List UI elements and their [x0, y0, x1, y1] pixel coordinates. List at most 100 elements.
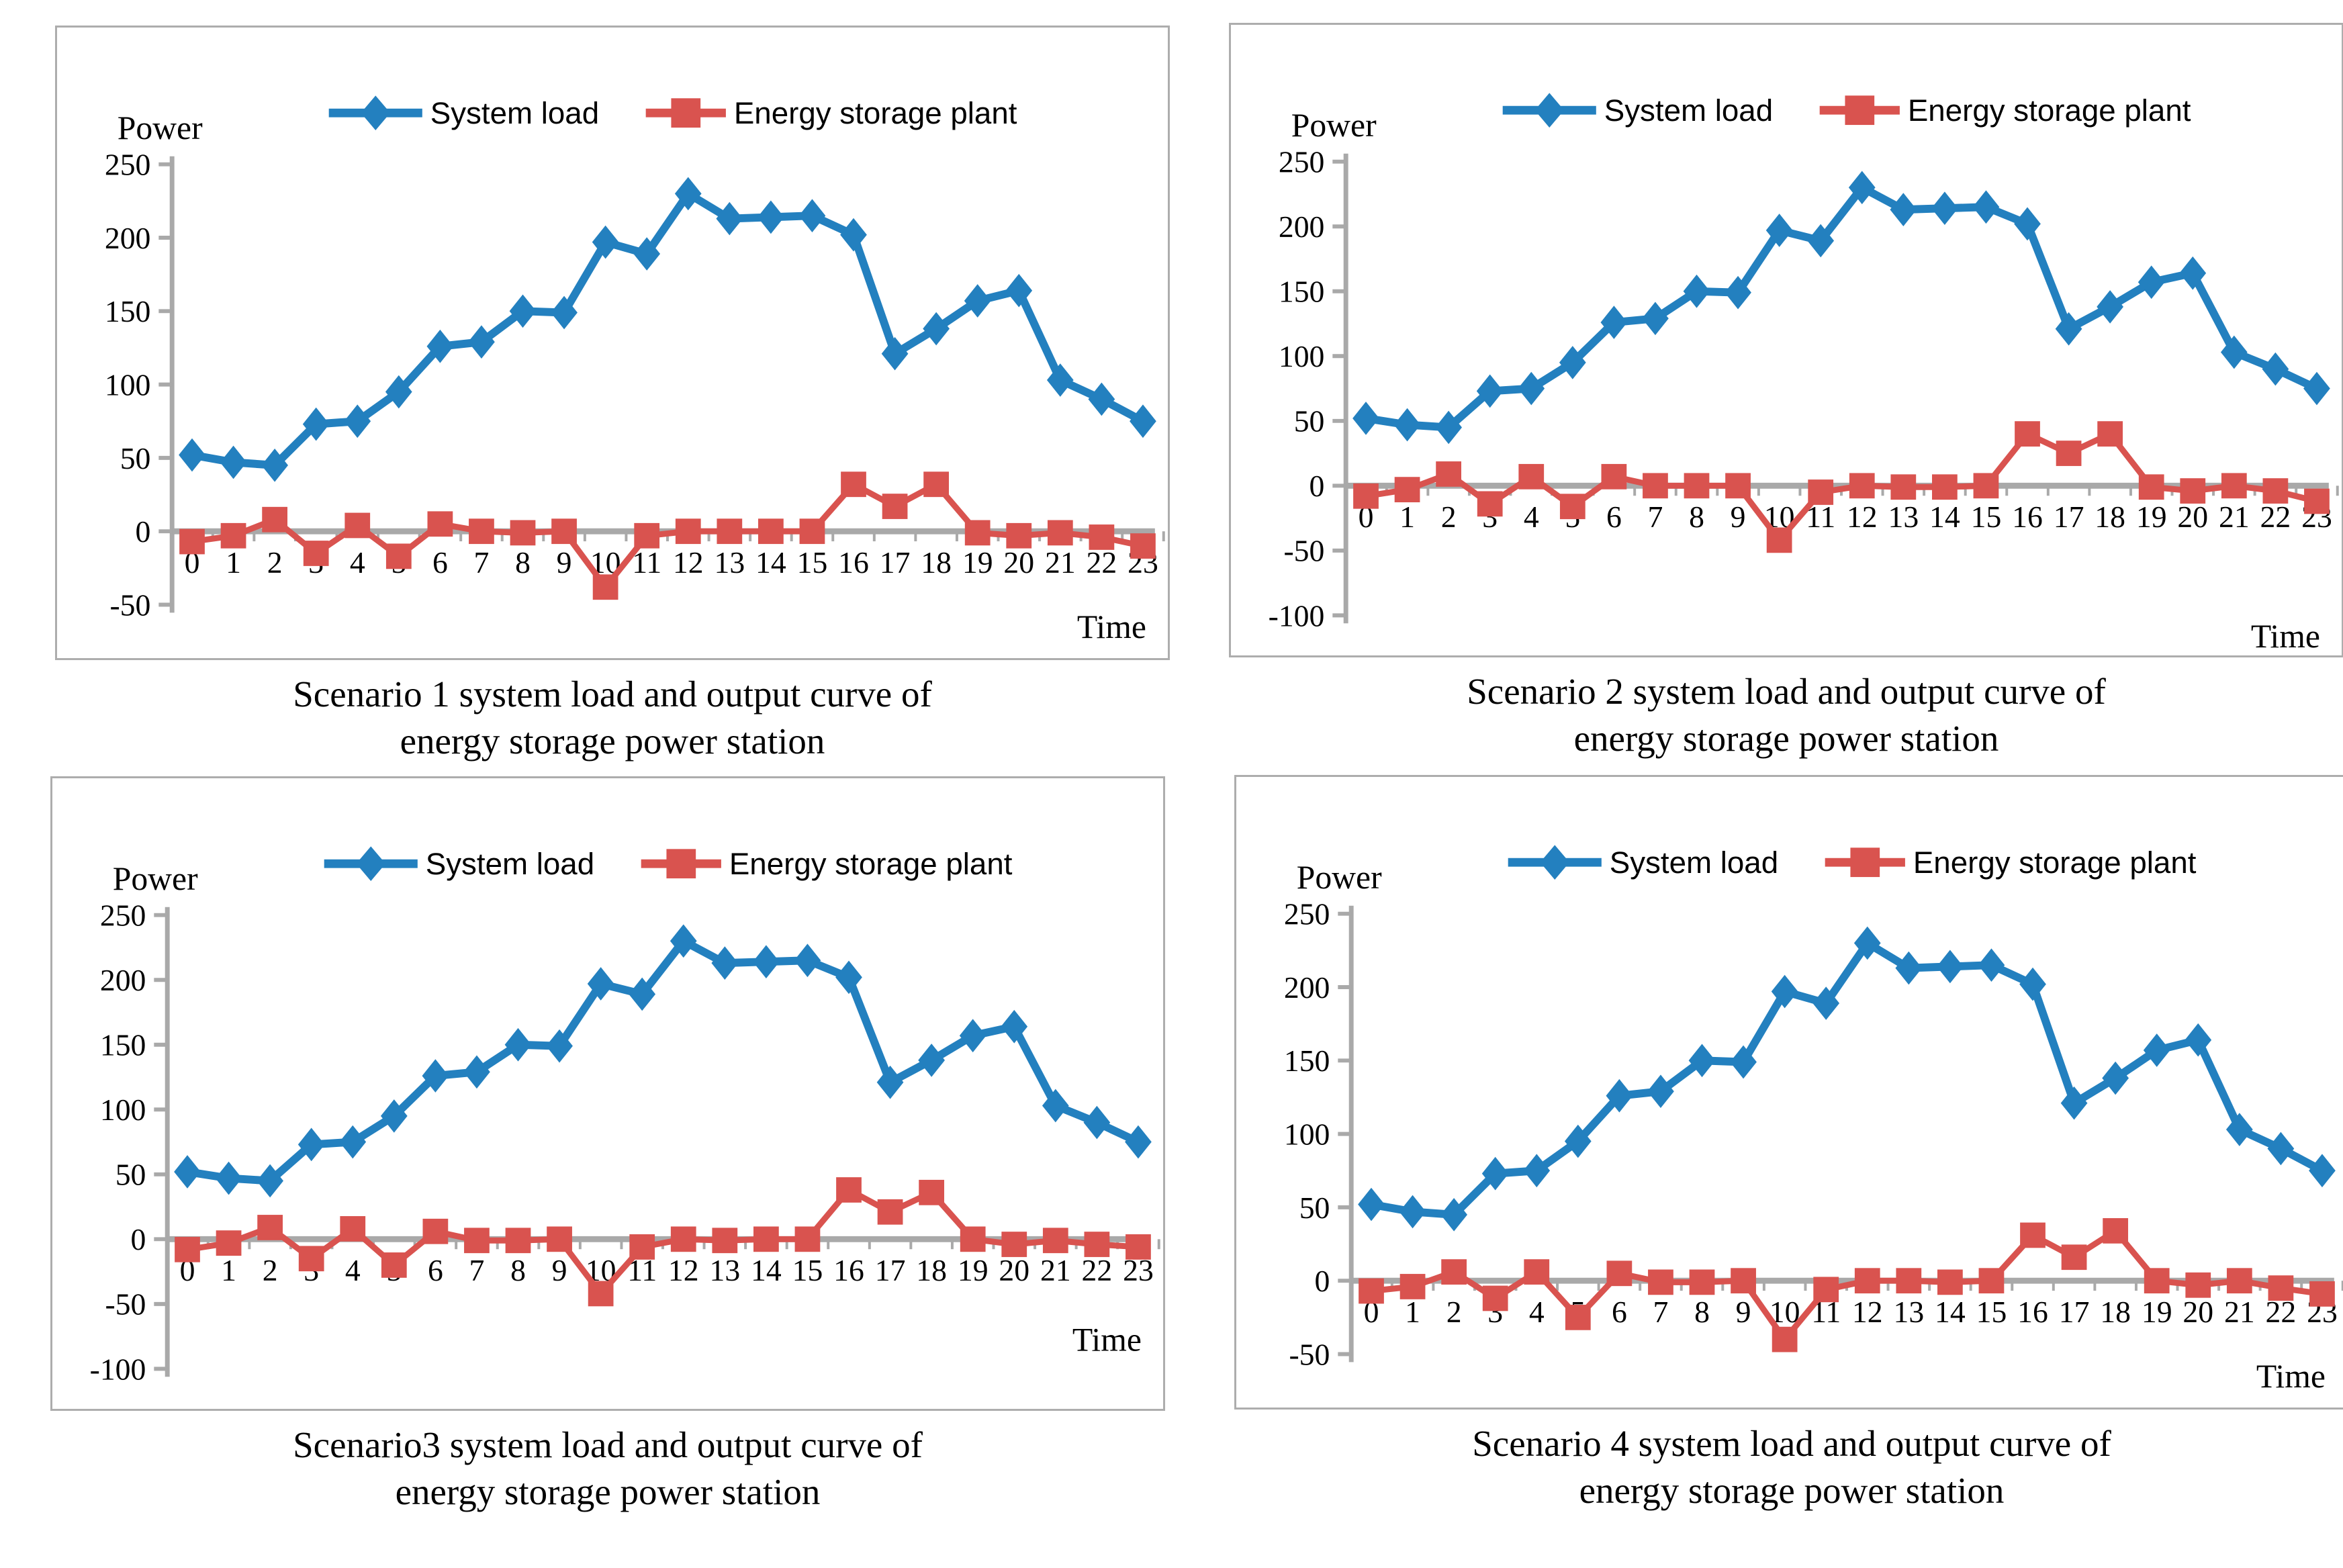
energy-storage-marker [427, 511, 453, 537]
energy-storage-marker [1854, 1268, 1880, 1294]
energy-storage-marker [2185, 1272, 2211, 1298]
system-load-marker [468, 325, 495, 359]
system-load-marker [1523, 1154, 1551, 1188]
energy-storage-marker [753, 1226, 779, 1252]
energy-storage-marker [712, 1228, 738, 1254]
x-tick-label: 7 [474, 545, 490, 580]
power-axis-title: Power [1297, 859, 1382, 896]
scenario-3-chart-card: 250200150100500-50-100012345678910111213… [50, 776, 1165, 1516]
legend-energy-storage-label: Energy storage plant [1908, 93, 2191, 128]
scenario-4-plot: 250200150100500-500123456789101112131415… [1284, 845, 2343, 1395]
energy-storage-marker [717, 518, 743, 545]
x-tick-label: 14 [751, 1253, 782, 1287]
y-tick-label: 250 [105, 148, 151, 182]
legend-system-load-label: System load [1604, 93, 1773, 128]
x-tick-label: 20 [2177, 500, 2208, 534]
energy-storage-marker [1643, 473, 1668, 499]
system-load-marker [380, 1099, 408, 1133]
x-tick-label: 2 [1446, 1295, 1462, 1329]
energy-storage-marker [175, 1236, 200, 1262]
scenario-4-caption: Scenario 4 system load and output curve … [1234, 1420, 2343, 1514]
system-load-marker [2138, 265, 2165, 299]
x-tick-label: 19 [2136, 500, 2167, 534]
y-tick-label: 50 [116, 1158, 146, 1192]
scenario-4-plot-area: 250200150100500-500123456789101112131415… [1234, 775, 2343, 1410]
energy-storage-marker [794, 1226, 821, 1252]
caption-line: Scenario 1 system load and output curve … [293, 674, 932, 714]
x-tick-label: 8 [1689, 500, 1704, 534]
x-tick-label: 2 [263, 1253, 278, 1287]
y-tick-label: 150 [1284, 1044, 1330, 1078]
x-tick-label: 15 [792, 1253, 823, 1287]
system-load-marker [881, 336, 909, 371]
system-load-marker [174, 1155, 201, 1189]
system-load-marker [2267, 1132, 2295, 1166]
system-load-marker [923, 312, 950, 346]
system-load-marker [1005, 273, 1033, 308]
system-load-marker [633, 237, 661, 271]
energy-storage-marker [1890, 474, 1917, 500]
x-tick-label: 19 [2142, 1295, 2172, 1329]
x-tick-label: 4 [1524, 500, 1539, 534]
scenario-1-caption: Scenario 1 system load and output curve … [55, 671, 1170, 765]
x-tick-label: 9 [557, 545, 572, 580]
system-load-marker [257, 1164, 283, 1198]
system-load-marker [1730, 1045, 1757, 1079]
energy-storage-marker [1084, 1232, 1110, 1257]
y-tick-label: 150 [105, 294, 151, 328]
system-load-marker [1564, 1124, 1592, 1158]
scenario-3-caption: Scenario3 system load and output curve o… [50, 1422, 1165, 1516]
system-load-marker [1046, 363, 1074, 397]
system-load-marker [1352, 402, 1379, 435]
x-tick-label: 6 [1606, 500, 1622, 534]
energy-storage-marker [670, 1226, 696, 1252]
energy-storage-marker [179, 528, 205, 555]
system-load-marker [2225, 1113, 2253, 1146]
system-load-marker [220, 445, 247, 479]
energy-storage-marker [877, 1199, 903, 1225]
x-tick-label: 18 [2100, 1295, 2131, 1329]
system-load-marker [711, 946, 739, 980]
y-tick-label: 100 [100, 1093, 146, 1127]
energy-storage-marker [1648, 1269, 1673, 1295]
system-load-series [1358, 926, 2336, 1232]
x-tick-label: 2 [267, 545, 283, 580]
y-tick-label: 100 [1279, 339, 1325, 373]
energy-storage-marker [1359, 1278, 1384, 1304]
energy-storage-marker [1559, 494, 1586, 520]
system-load-marker [504, 1027, 532, 1062]
energy-storage-marker [964, 520, 991, 546]
system-load-marker [1642, 302, 1669, 336]
energy-storage-marker [1973, 473, 1999, 499]
energy-storage-marker [298, 1246, 324, 1272]
energy-storage-marker [1125, 1234, 1151, 1260]
system-load-marker [2309, 1154, 2336, 1188]
power-axis-title: Power [113, 860, 198, 897]
energy-storage-marker [2015, 421, 2040, 447]
time-axis-title: Time [2251, 618, 2320, 655]
system-load-marker [587, 967, 614, 1001]
system-load-marker [2060, 1086, 2088, 1120]
x-tick-label: 8 [1694, 1295, 1710, 1329]
x-tick-label: 1 [1399, 500, 1415, 534]
y-tick-label: -100 [1269, 598, 1325, 633]
energy-storage-series [175, 1177, 1151, 1307]
system-load-marker [2102, 1061, 2129, 1095]
energy-storage-marker [1932, 474, 1958, 500]
energy-storage-marker [2309, 1281, 2335, 1307]
system-load-marker [546, 1029, 573, 1063]
energy-storage-marker [2138, 474, 2164, 500]
energy-storage-line [189, 481, 1146, 590]
energy-storage-marker [1772, 1326, 1798, 1352]
x-tick-label: 6 [1612, 1295, 1627, 1329]
legend-energy-storage-label: Energy storage plant [734, 96, 1017, 130]
system-load-marker [2055, 312, 2082, 346]
energy-storage-series [179, 471, 1156, 600]
scenario-2-plot-area: 250200150100500-50-100012345678910111213… [1229, 23, 2343, 657]
x-tick-label: 17 [880, 545, 911, 580]
system-load-marker [2262, 352, 2289, 386]
system-load-marker [840, 218, 867, 252]
x-tick-label: 14 [755, 545, 786, 580]
system-load-marker [757, 200, 784, 234]
energy-storage-marker [882, 494, 908, 519]
